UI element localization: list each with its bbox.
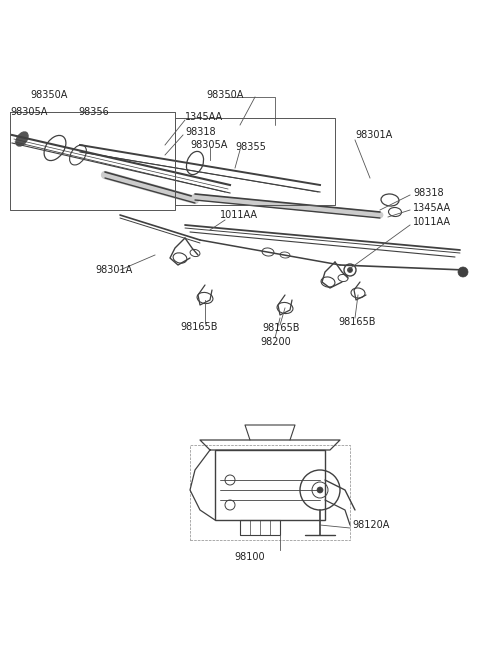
Text: 98350A: 98350A [30,90,67,100]
Text: 98355: 98355 [235,142,266,152]
Text: 98356: 98356 [78,107,109,117]
Ellipse shape [16,132,28,146]
Text: 98165B: 98165B [262,323,300,333]
Text: 1011AA: 1011AA [220,210,258,220]
Circle shape [348,267,352,273]
Text: 98301A: 98301A [355,130,392,140]
Text: 98200: 98200 [260,337,291,347]
Text: 1345AA: 1345AA [185,112,223,122]
Text: 98301A: 98301A [95,265,132,275]
Text: 98305A: 98305A [10,107,48,117]
Text: 98100: 98100 [235,552,265,562]
Text: 98350A: 98350A [206,90,244,100]
Text: 98318: 98318 [413,188,444,198]
Text: 98305A: 98305A [190,140,228,150]
Text: 98165B: 98165B [338,317,375,327]
Circle shape [458,267,468,277]
Text: 1345AA: 1345AA [413,203,451,213]
Text: 98165B: 98165B [180,322,217,332]
Text: 1011AA: 1011AA [413,217,451,227]
Text: 98318: 98318 [185,127,216,137]
Text: 98120A: 98120A [352,520,389,530]
Circle shape [317,487,323,493]
